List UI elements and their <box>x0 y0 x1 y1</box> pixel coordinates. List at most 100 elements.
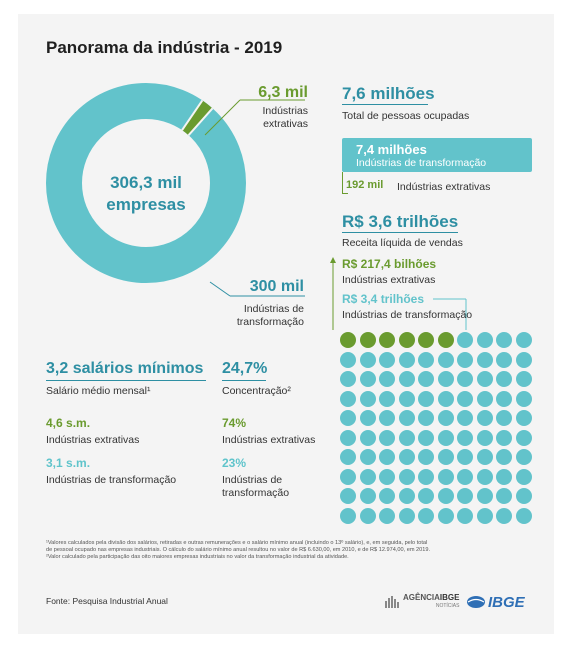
dot-transformation <box>359 429 376 446</box>
salary-rule <box>46 380 206 381</box>
agencia-logo-sub: NOTÍCIAS <box>435 603 460 609</box>
salary-extractive-label: Indústrias extrativas <box>46 434 140 446</box>
dot-extractive <box>379 332 395 348</box>
footnote-line-3: ²Valor calculado pela participação das o… <box>46 554 349 560</box>
employees-transformation-box: 7,4 milhões Indústrias de transformação <box>342 138 532 172</box>
salary-transformation-label: Indústrias de transformação <box>46 474 177 486</box>
dot-transformation <box>398 371 415 387</box>
dot-transformation <box>457 351 473 368</box>
dot-transformation <box>340 410 356 426</box>
dot-transformation <box>496 507 512 524</box>
extractive-companies-value: 6,3 mil <box>258 84 308 101</box>
dot-extractive <box>437 332 454 348</box>
agencia-logo-word-1: AGÊNCIA <box>403 593 440 602</box>
dot-transformation <box>418 507 434 524</box>
dot-transformation <box>359 390 376 407</box>
revenue-total-label: Receita líquida de vendas <box>342 237 463 249</box>
footnote-line-2: de pessoal ocupado nas empresas industri… <box>46 547 431 553</box>
donut-center-label: 306,3 mil empresas <box>96 172 196 216</box>
transformation-companies-label-1: Indústrias de <box>243 303 304 315</box>
dot-transformation <box>476 371 493 387</box>
dot-transformation <box>418 390 434 407</box>
dot-transformation <box>457 488 473 504</box>
dot-transformation <box>340 488 356 504</box>
agencia-logo-text: AGÊNCIAIBGE NOTÍCIAS <box>403 594 459 610</box>
dot-transformation <box>476 449 493 465</box>
dot-transformation <box>437 351 454 368</box>
dot-transformation <box>418 410 434 426</box>
dot-transformation <box>457 449 473 465</box>
dot-transformation <box>340 390 356 407</box>
extractive-companies-label: Indústrias extrativas <box>236 105 308 131</box>
dot-transformation <box>476 429 493 446</box>
revenue-extractive-label: Indústrias extrativas <box>342 274 436 286</box>
salary-extractive-value: 4,6 s.m. <box>46 416 91 430</box>
dot-transformation <box>418 449 434 465</box>
dot-transformation <box>476 332 493 348</box>
dot-transformation <box>418 351 434 368</box>
dot-transformation <box>437 410 454 426</box>
agencia-logo-icon <box>385 596 399 608</box>
revenue-rule <box>342 232 458 233</box>
dot-transformation <box>457 390 473 407</box>
concentration-label: Concentração² <box>222 385 291 397</box>
dot-transformation <box>398 429 415 446</box>
dot-transformation <box>398 507 415 524</box>
employees-extractive-value: 192 mil <box>346 179 384 191</box>
dot-transformation <box>398 488 415 504</box>
dot-transformation <box>418 488 434 504</box>
dot-transformation <box>496 488 512 504</box>
concentration-rule <box>222 380 266 381</box>
dot-transformation <box>457 468 473 485</box>
dot-transformation <box>379 410 395 426</box>
employees-rule <box>342 104 428 105</box>
dot-transformation <box>457 507 473 524</box>
dot-extractive <box>340 332 356 348</box>
dot-transformation <box>496 332 512 348</box>
dot-transformation <box>437 468 454 485</box>
dot-transformation <box>398 449 415 465</box>
dot-transformation <box>398 468 415 485</box>
dot-transformation <box>437 507 454 524</box>
concentration-transformation-label: Indústrias de transformação <box>222 474 289 500</box>
dot-transformation <box>457 371 473 387</box>
dot-transformation <box>515 488 532 504</box>
dot-transformation <box>379 371 395 387</box>
ibge-logo-text: IBGE <box>488 593 525 611</box>
dot-transformation <box>379 468 395 485</box>
revenue-total-value: R$ 3,6 trilhões <box>342 212 459 231</box>
page-title: Panorama da indústria - 2019 <box>46 38 283 57</box>
transformation-companies-label-2: transformação <box>236 316 304 328</box>
dot-transformation <box>359 449 376 465</box>
employees-total-label: Total de pessoas ocupadas <box>342 110 470 122</box>
transformation-companies-label: Indústrias de transformação <box>226 303 304 329</box>
dot-transformation <box>476 410 493 426</box>
dot-transformation <box>340 371 356 387</box>
dot-transformation <box>515 351 532 368</box>
dot-transformation <box>359 507 376 524</box>
dot-transformation <box>515 390 532 407</box>
revenue-dot-grid <box>340 332 532 524</box>
dot-transformation <box>359 468 376 485</box>
employees-extractive-label: Indústrias extrativas <box>397 181 491 193</box>
dot-transformation <box>476 468 493 485</box>
dot-transformation <box>515 449 532 465</box>
concentration-transformation-label-2: transformação <box>222 487 290 499</box>
concentration-transformation-value: 23% <box>222 456 247 470</box>
dot-transformation <box>437 488 454 504</box>
dot-transformation <box>418 371 434 387</box>
dot-transformation <box>496 390 512 407</box>
dot-transformation <box>437 449 454 465</box>
dot-transformation <box>359 351 376 368</box>
dot-transformation <box>476 351 493 368</box>
revenue-transformation-label: Indústrias de transformação <box>342 309 473 321</box>
dot-transformation <box>418 468 434 485</box>
ibge-logo-icon <box>467 596 485 608</box>
dot-transformation <box>496 371 512 387</box>
dot-transformation <box>359 488 376 504</box>
source-label: Fonte: Pesquisa Industrial Anual <box>46 596 168 606</box>
dot-transformation <box>379 488 395 504</box>
dot-transformation <box>496 351 512 368</box>
